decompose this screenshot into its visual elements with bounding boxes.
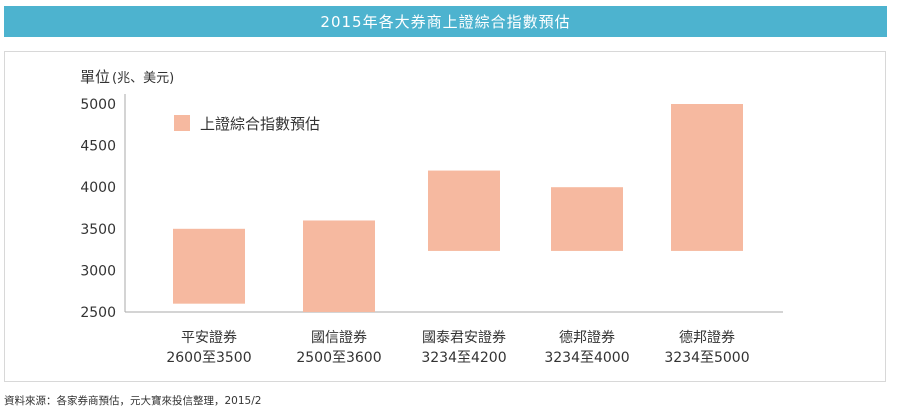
x-tick-labels: 平安證券 2600至3500 國信證券 2500至3600 國泰君安證券 3234至420… [166,329,749,366]
x-tick-label-range: 2500至3600 [296,350,381,366]
bar-5 [671,104,743,251]
x-tick-label-broker: 平安證券 [181,329,237,346]
legend: 上證綜合指數預估 [174,115,320,133]
x-tick-label-broker: 德邦證券 [559,329,615,346]
x-tick-label-range: 3234至4000 [544,350,629,366]
y-axis-label: 單位 (兆、美元) [80,68,174,86]
y-axis-label-unit: (兆、美元) [112,71,174,86]
bar-3 [428,170,500,251]
x-tick-label-range: 3234至4200 [421,350,506,366]
y-tick-label: 5000 [80,97,116,113]
source-note: 資料來源：各家券商預估，元大寶來投信整理，2015/2 [4,395,262,407]
chart-title-bar: 2015年各大券商上證綜合指數預估 [4,6,887,37]
x-tick-label-range: 3234至5000 [664,350,749,366]
bar-4 [551,187,623,251]
y-tick-label: 4000 [80,180,116,196]
legend-label: 上證綜合指數預估 [200,115,320,133]
x-tick-label-range: 2600至3500 [166,350,251,366]
axis-layer [124,94,783,313]
x-tick-label-broker: 德邦證券 [679,329,735,346]
y-tick-label: 3500 [80,222,116,238]
chart-title: 2015年各大券商上證綜合指數預估 [320,13,571,31]
bar-1 [173,228,245,304]
y-tick-label: 3000 [80,263,116,279]
y-axis-label-main: 單位 [80,68,110,86]
y-tick-label: 4500 [80,139,116,155]
x-tick-label-broker: 國泰君安證券 [422,329,506,346]
bar-2 [303,220,375,312]
x-tick-label-broker: 國信證券 [311,329,367,346]
y-tick-label: 2500 [80,305,116,321]
legend-swatch [174,115,190,131]
y-tick-labels: 5000 4500 4000 3500 3000 2500 [80,97,116,321]
bars-layer [173,104,743,312]
